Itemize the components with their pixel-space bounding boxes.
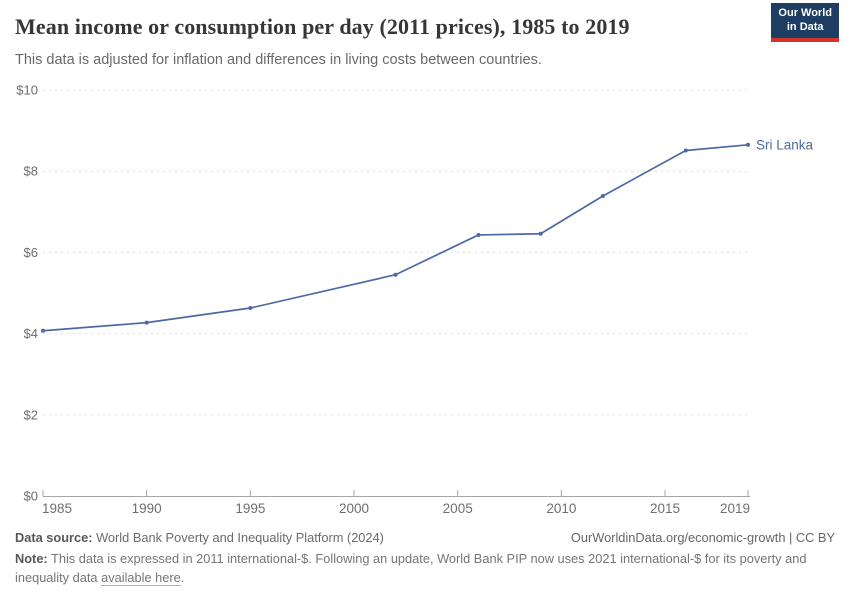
- data-point: [476, 232, 481, 237]
- data-point: [600, 193, 605, 198]
- page-title: Mean income or consumption per day (2011…: [15, 14, 630, 39]
- note-label: Note:: [15, 551, 48, 566]
- x-axis-tick-label: 1985: [42, 501, 72, 516]
- y-axis-tick-label: $2: [24, 407, 38, 422]
- chart-header: Mean income or consumption per day (2011…: [15, 14, 835, 70]
- chart-note: Note: This data is expressed in 2011 int…: [15, 550, 835, 587]
- data-source: Data source: World Bank Poverty and Ineq…: [15, 530, 384, 545]
- data-point: [683, 148, 688, 153]
- note-text: This data is expressed in 2011 internati…: [15, 551, 807, 585]
- owid-logo-line2: in Data: [786, 20, 824, 33]
- y-axis-tick-label: $4: [24, 326, 38, 341]
- data-point: [746, 142, 750, 147]
- chart-subtitle: This data is adjusted for inflation and …: [15, 52, 542, 69]
- x-axis-tick-label: 2005: [443, 501, 473, 516]
- data-source-value: World Bank Poverty and Inequality Platfo…: [92, 530, 384, 545]
- x-axis-tick-label: 2000: [339, 501, 369, 516]
- y-axis-tick-label: $0: [24, 489, 38, 504]
- x-axis-tick-label: 2019: [720, 501, 750, 516]
- x-axis-tick-label: 2010: [546, 501, 576, 516]
- x-axis-tick-label: 1995: [235, 501, 265, 516]
- x-axis-tick-label: 2015: [650, 501, 680, 516]
- data-source-label: Data source:: [15, 530, 93, 545]
- data-point: [41, 328, 45, 333]
- y-axis-tick-label: $6: [24, 245, 38, 260]
- line-chart: $0 $2 $4 $6 $8 $10 1985 1990 1995 2000 2005 2010 201…: [16, 83, 814, 517]
- note-text-end: .: [180, 569, 185, 585]
- series-end-label: Sri Lanka: [756, 137, 814, 152]
- owid-logo[interactable]: Our World in Data: [771, 3, 839, 42]
- trend-line: [42, 143, 749, 332]
- data-point: [538, 231, 543, 236]
- data-point: [144, 320, 149, 325]
- available-here-link[interactable]: available here: [101, 569, 181, 586]
- owid-logo-line1: Our World: [778, 7, 832, 19]
- x-axis-tick-label: 1990: [132, 501, 162, 516]
- data-point: [248, 306, 253, 311]
- credit-link[interactable]: OurWorldinData.org/economic-growth | CC …: [570, 530, 835, 545]
- chart-footer: Data source: World Bank Poverty and Ineq…: [15, 530, 835, 587]
- y-axis-tick-label: $10: [16, 83, 38, 98]
- data-point: [393, 272, 398, 277]
- y-axis-tick-label: $8: [24, 164, 38, 179]
